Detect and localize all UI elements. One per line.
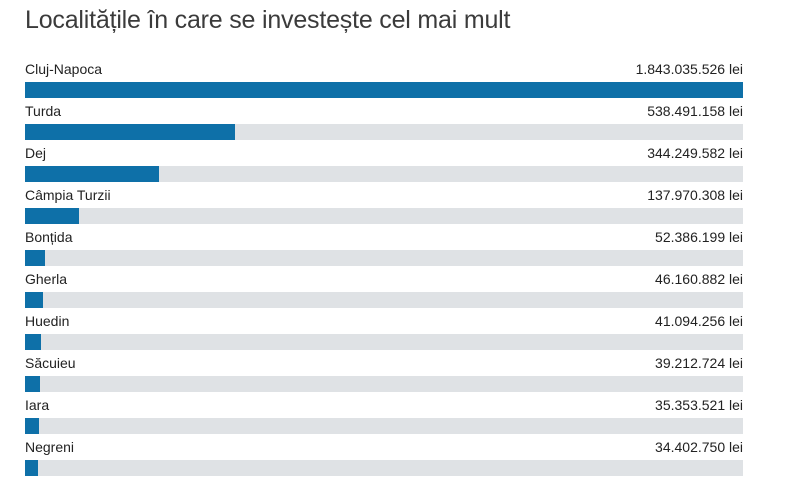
bar-value-label: 344.249.582 lei [647,145,743,162]
bar-fill [25,418,39,435]
bar-value-label: 46.160.882 lei [655,271,743,288]
bar-fill [25,376,41,393]
bar-category-label: Gherla [25,271,68,288]
bar-fill [25,460,39,477]
bar-track [25,418,743,435]
bar-row: Gherla 46.160.882 lei [25,271,743,309]
bar-category-label: Negreni [25,439,75,456]
investment-bar-chart: Localitățile în care se investește cel m… [25,6,743,477]
bar-value-label: 35.353.521 lei [655,397,743,414]
bar-fill [25,166,160,183]
bar-row-header: Bonțida 52.386.199 lei [25,229,743,249]
bar-track [25,166,743,183]
bar-row-header: Dej 344.249.582 lei [25,145,743,165]
bar-fill [25,334,41,351]
bar-row: Negreni 34.402.750 lei [25,439,743,477]
bar-fill [25,250,46,267]
bar-row: Huedin 41.094.256 lei [25,313,743,351]
bar-fill [25,82,743,99]
bar-rows: Cluj-Napoca 1.843.035.526 lei Turda 538.… [25,61,743,477]
bar-track [25,250,743,267]
bar-row-header: Săcuieu 39.212.724 lei [25,355,743,375]
bar-row: Turda 538.491.158 lei [25,103,743,141]
bar-category-label: Turda [25,103,62,120]
bar-row: Dej 344.249.582 lei [25,145,743,183]
bar-track [25,82,743,99]
bar-track [25,124,743,141]
bar-row: Iara 35.353.521 lei [25,397,743,435]
bar-value-label: 39.212.724 lei [655,355,743,372]
bar-row: Săcuieu 39.212.724 lei [25,355,743,393]
bar-value-label: 137.970.308 lei [647,187,743,204]
bar-category-label: Huedin [25,313,70,330]
bar-row-header: Iara 35.353.521 lei [25,397,743,417]
bar-row: Cluj-Napoca 1.843.035.526 lei [25,61,743,99]
bar-value-label: 52.386.199 lei [655,229,743,246]
bar-value-label: 1.843.035.526 lei [635,61,743,78]
bar-row-header: Negreni 34.402.750 lei [25,439,743,459]
bar-category-label: Săcuieu [25,355,76,372]
bar-row-header: Câmpia Turzii 137.970.308 lei [25,187,743,207]
bar-track [25,376,743,393]
bar-value-label: 41.094.256 lei [655,313,743,330]
bar-category-label: Iara [25,397,50,414]
bar-track [25,334,743,351]
bar-value-label: 538.491.158 lei [647,103,743,120]
bar-category-label: Câmpia Turzii [25,187,111,204]
bar-value-label: 34.402.750 lei [655,439,743,456]
bar-track [25,460,743,477]
chart-title: Localitățile în care se investește cel m… [25,6,511,34]
bar-row-header: Cluj-Napoca 1.843.035.526 lei [25,61,743,81]
bar-row-header: Turda 538.491.158 lei [25,103,743,123]
bar-fill [25,292,43,309]
bar-category-label: Dej [25,145,47,162]
bar-row-header: Huedin 41.094.256 lei [25,313,743,333]
bar-category-label: Bonțida [25,229,73,246]
bar-row: Câmpia Turzii 137.970.308 lei [25,187,743,225]
bar-row-header: Gherla 46.160.882 lei [25,271,743,291]
bar-fill [25,124,235,141]
bar-category-label: Cluj-Napoca [25,61,103,78]
bar-fill [25,208,79,225]
bar-track [25,292,743,309]
bar-track [25,208,743,225]
bar-row: Bonțida 52.386.199 lei [25,229,743,267]
